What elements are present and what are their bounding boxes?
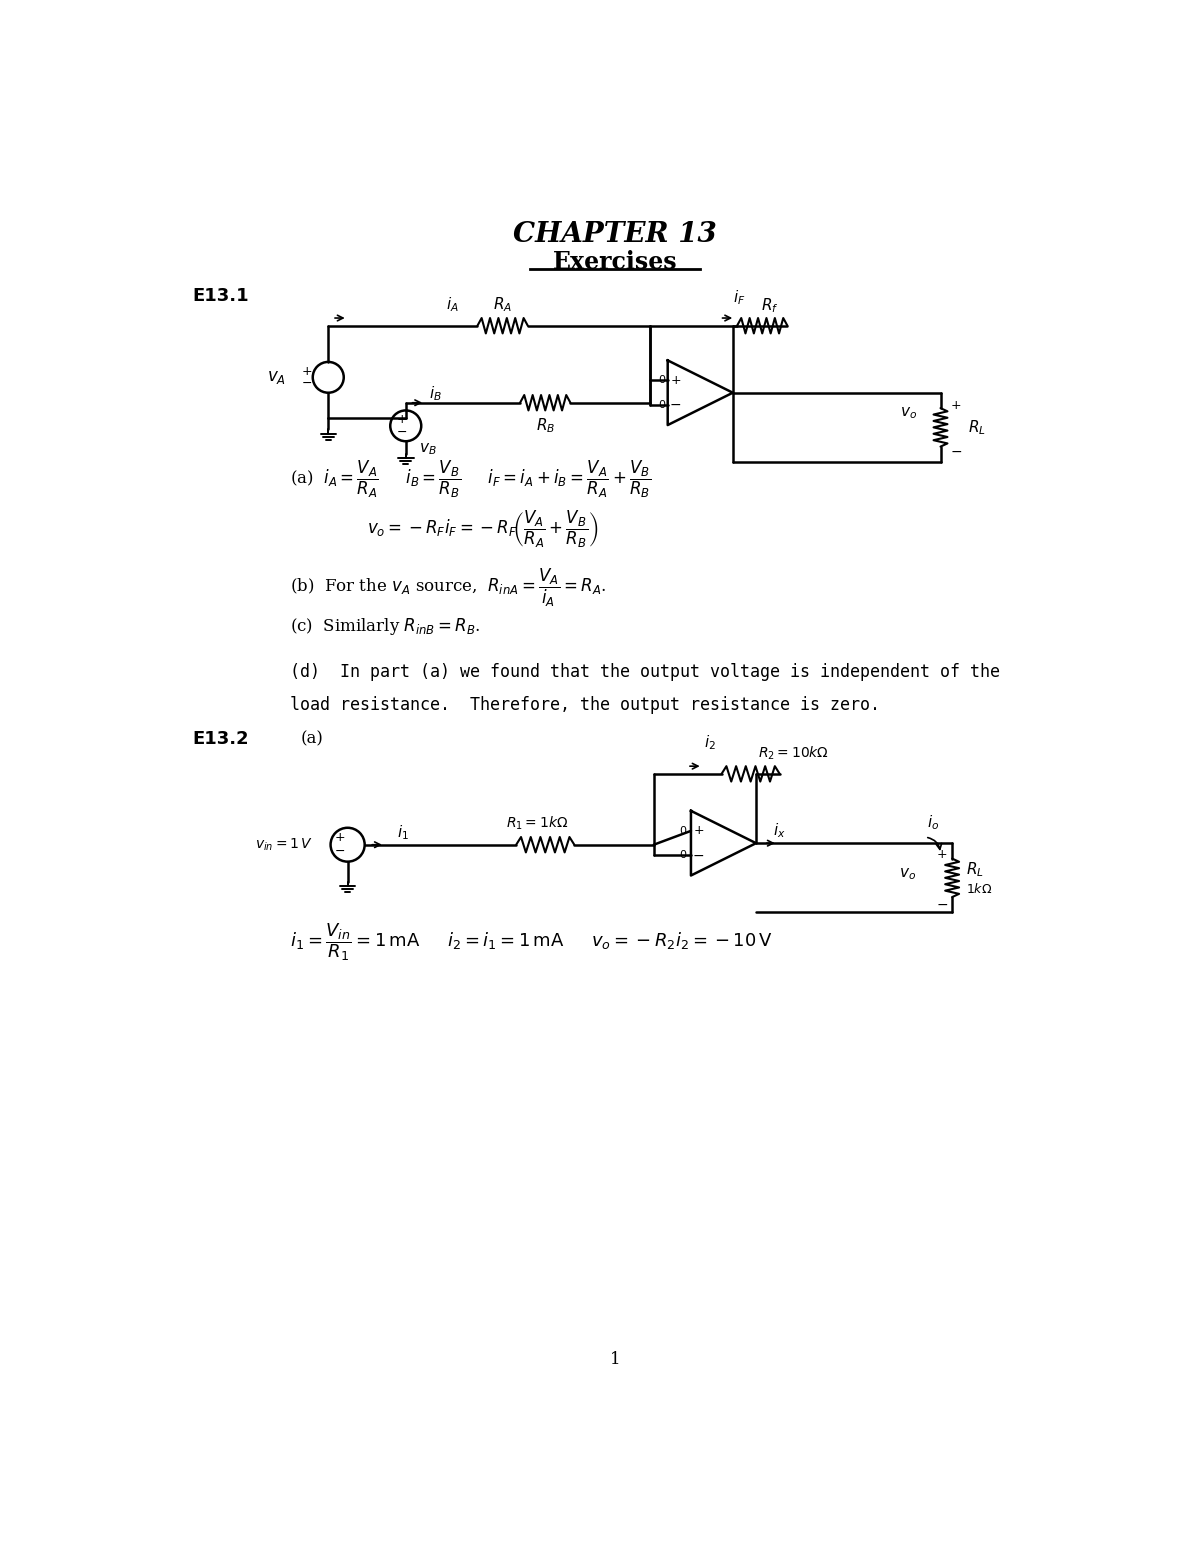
Text: (a)  $i_A = \dfrac{V_A}{R_A}$     $i_B = \dfrac{V_B}{R_B}$     $i_F = i_A + i_B : (a) $i_A = \dfrac{V_A}{R_A}$ $i_B = \dfr… <box>289 460 650 500</box>
Text: 1: 1 <box>610 1351 620 1368</box>
Text: E13.1: E13.1 <box>193 287 250 306</box>
Text: 0: 0 <box>679 851 686 860</box>
Text: $R_L$: $R_L$ <box>967 418 985 436</box>
Text: $R_2 = 10k\Omega$: $R_2 = 10k\Omega$ <box>758 744 829 761</box>
Text: $i_1 = \dfrac{V_{in}}{R_1} = 1\,\mathrm{mA}$     $i_2 = i_1 = 1\,\mathrm{mA}$   : $i_1 = \dfrac{V_{in}}{R_1} = 1\,\mathrm{… <box>289 921 773 963</box>
Text: −: − <box>950 446 962 460</box>
Text: $v_o$: $v_o$ <box>899 867 916 882</box>
Text: $R_f$: $R_f$ <box>761 297 779 315</box>
Text: +: + <box>335 831 346 845</box>
Text: Exercises: Exercises <box>553 250 677 273</box>
Text: $R_1 = 1k\Omega$: $R_1 = 1k\Omega$ <box>506 814 569 831</box>
Text: (d)  In part (a) we found that the output voltage is independent of the: (d) In part (a) we found that the output… <box>289 663 1000 682</box>
Text: $R_L$: $R_L$ <box>966 860 984 879</box>
Text: $i_x$: $i_x$ <box>773 822 786 840</box>
Text: −: − <box>335 845 346 859</box>
Text: 0: 0 <box>679 826 686 836</box>
Text: $R_A$: $R_A$ <box>493 295 512 314</box>
Text: $i_F$: $i_F$ <box>733 289 745 307</box>
Text: load resistance.  Therefore, the output resistance is zero.: load resistance. Therefore, the output r… <box>289 696 880 713</box>
Text: $i_2$: $i_2$ <box>704 733 716 752</box>
Text: $i_o$: $i_o$ <box>926 814 938 832</box>
Text: +: + <box>950 399 961 412</box>
Text: +: + <box>937 848 947 862</box>
Text: $i_B$: $i_B$ <box>428 384 442 402</box>
Text: +: + <box>694 825 704 837</box>
Text: $v_o = -R_F i_F = -R_F\!\left(\dfrac{V_A}{R_A} + \dfrac{V_B}{R_B}\right)$: $v_o = -R_F i_F = -R_F\!\left(\dfrac{V_A… <box>367 509 599 550</box>
Text: −: − <box>670 398 682 412</box>
Text: +: + <box>396 413 407 426</box>
Text: −: − <box>692 848 704 862</box>
Text: E13.2: E13.2 <box>193 730 250 749</box>
Text: (a): (a) <box>301 731 324 747</box>
Text: −: − <box>301 377 312 390</box>
Text: (c)  Similarly $R_{inB} = R_B$.: (c) Similarly $R_{inB} = R_B$. <box>289 615 480 637</box>
Text: +: + <box>301 365 312 377</box>
Text: −: − <box>936 898 948 912</box>
Text: $v_{in} = 1\,V$: $v_{in} = 1\,V$ <box>254 837 313 853</box>
Text: (b)  For the $v_A$ source,  $R_{inA} = \dfrac{V_A}{i_A} = R_A$.: (b) For the $v_A$ source, $R_{inA} = \df… <box>289 567 606 609</box>
Text: 0: 0 <box>658 376 665 385</box>
Text: +: + <box>670 374 680 387</box>
Text: $i_A$: $i_A$ <box>446 295 458 314</box>
Text: $v_A$: $v_A$ <box>266 368 286 387</box>
Text: $v_B$: $v_B$ <box>419 441 437 457</box>
Text: $v_o$: $v_o$ <box>900 405 917 421</box>
Text: CHAPTER 13: CHAPTER 13 <box>514 222 716 248</box>
Text: −: − <box>397 426 407 438</box>
Text: 0: 0 <box>658 401 665 410</box>
Text: $1k\Omega$: $1k\Omega$ <box>966 882 992 896</box>
Text: $i_1$: $i_1$ <box>397 823 409 842</box>
Text: $R_B$: $R_B$ <box>535 416 554 435</box>
